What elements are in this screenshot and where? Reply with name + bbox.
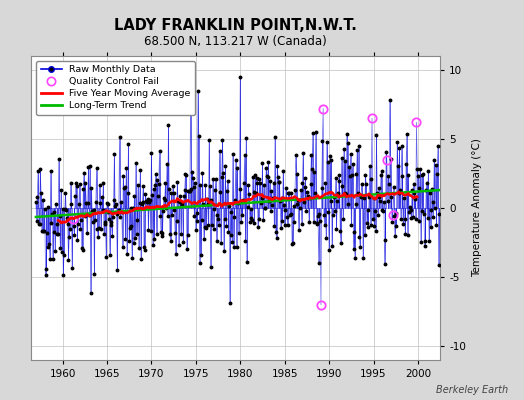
Text: 68.500 N, 113.217 W (Canada): 68.500 N, 113.217 W (Canada) bbox=[145, 35, 327, 48]
Text: LADY FRANKLIN POINT,N.W.T.: LADY FRANKLIN POINT,N.W.T. bbox=[114, 18, 357, 33]
Legend: Raw Monthly Data, Quality Control Fail, Five Year Moving Average, Long-Term Tren: Raw Monthly Data, Quality Control Fail, … bbox=[36, 61, 195, 115]
Text: Berkeley Earth: Berkeley Earth bbox=[436, 385, 508, 395]
Y-axis label: Temperature Anomaly (°C): Temperature Anomaly (°C) bbox=[472, 138, 482, 278]
